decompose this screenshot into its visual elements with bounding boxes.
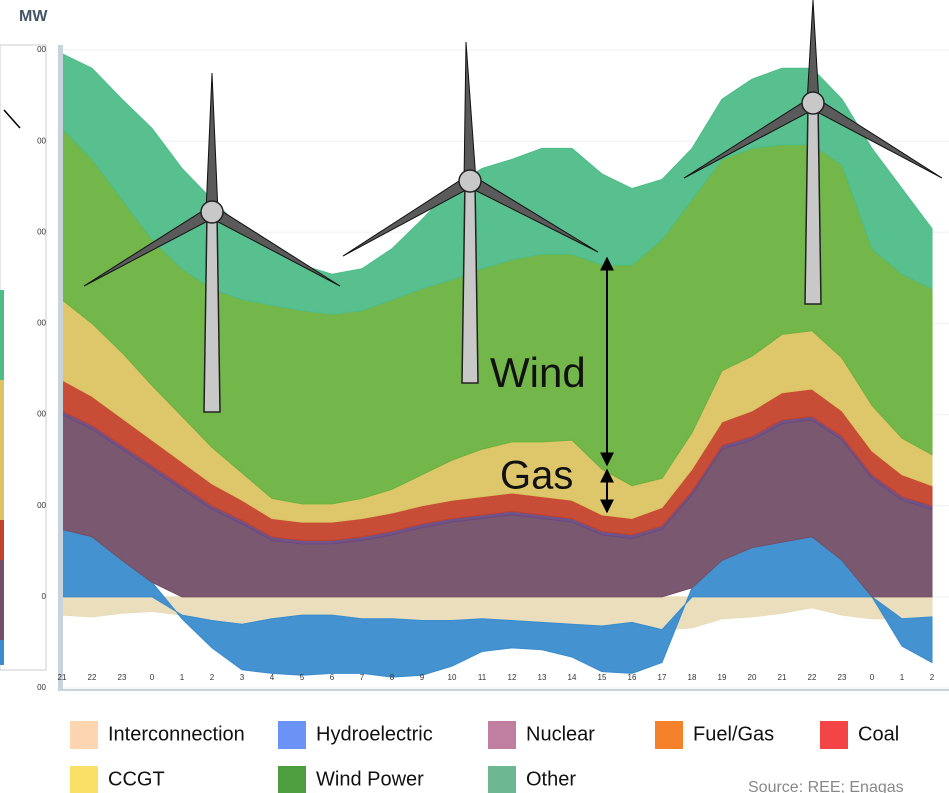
legend-swatch <box>70 766 98 793</box>
x-tick-label: 7 <box>360 673 365 682</box>
legend-swatch <box>488 721 516 749</box>
x-tick-label: 21 <box>778 673 787 682</box>
x-tick-label: 3 <box>240 673 245 682</box>
x-tick-label: 2 <box>210 673 215 682</box>
x-tick-label: 23 <box>118 673 127 682</box>
windmill-hub <box>802 92 824 114</box>
x-tick-label: 9 <box>420 673 425 682</box>
chart: MW Wind Gas Source: REE; Enagas 00000000… <box>0 0 949 793</box>
unit-label: MW <box>19 8 48 25</box>
x-tick-label: 4 <box>270 673 275 682</box>
legend-label: Fuel/Gas <box>693 723 774 745</box>
x-tick-label: 22 <box>88 673 97 682</box>
legend-swatch <box>278 766 306 793</box>
x-tick-label: 18 <box>688 673 697 682</box>
source: Source: REE; Enagas <box>748 779 904 793</box>
y-tick-label: 00 <box>37 227 46 236</box>
x-tick-label: 8 <box>390 673 395 682</box>
windmill-blade <box>807 0 819 103</box>
y-tick-label: 00 <box>37 136 46 145</box>
y-tick-label: 00 <box>37 501 46 510</box>
legend-label: CCGT <box>108 768 165 790</box>
x-tick-label: 11 <box>478 673 487 682</box>
annotation: Wind <box>490 349 586 396</box>
x-tick-label: 2 <box>930 673 935 682</box>
x-tick-label: 13 <box>538 673 547 682</box>
y-axis <box>58 45 63 690</box>
x-tick-label: 6 <box>330 673 335 682</box>
annotation: Gas <box>500 454 573 498</box>
y-tick-label: 00 <box>37 319 46 328</box>
legend-swatch <box>655 721 683 749</box>
windmill-blade <box>464 42 476 181</box>
x-tick-label: 21 <box>58 673 67 682</box>
x-tick-label: 12 <box>508 673 517 682</box>
x-tick-label: 23 <box>838 673 847 682</box>
windmill-tower <box>462 181 478 383</box>
y-tick-label: 00 <box>37 410 46 419</box>
y-tick-label: 00 <box>37 683 46 692</box>
windmill-tower <box>805 103 821 304</box>
x-tick-label: 16 <box>628 673 637 682</box>
x-tick-label: 1 <box>180 673 185 682</box>
page: {"chart_data": { "type": "stacked-area",… <box>0 0 949 793</box>
x-tick-label: 5 <box>300 673 305 682</box>
legend-swatch <box>488 766 516 793</box>
x-tick-label: 22 <box>808 673 817 682</box>
x-tick-label: 20 <box>748 673 757 682</box>
y-tick-label: 00 <box>37 45 46 54</box>
legend-label: Hydroelectric <box>316 723 433 745</box>
legend-swatch <box>70 721 98 749</box>
x-tick-label: 19 <box>718 673 727 682</box>
x-tick-label: 10 <box>448 673 457 682</box>
legend-label: Nuclear <box>526 723 595 745</box>
legend-swatch <box>278 721 306 749</box>
windmill-hub <box>459 170 481 192</box>
x-tick-label: 0 <box>150 673 155 682</box>
windmill-tower <box>204 212 220 412</box>
x-tick-label: 1 <box>900 673 905 682</box>
windmill-hub <box>201 201 223 223</box>
windmill-blade <box>206 73 218 212</box>
x-tick-label: 17 <box>658 673 667 682</box>
x-tick-label: 15 <box>598 673 607 682</box>
legend-label: Other <box>526 768 576 790</box>
legend-swatch <box>820 721 848 749</box>
legend-label: Interconnection <box>108 723 245 745</box>
y-tick-label: 0 <box>42 592 47 601</box>
x-tick-label: 14 <box>568 673 577 682</box>
legend-label: Coal <box>858 723 899 745</box>
x-tick-label: 0 <box>870 673 875 682</box>
legend-label: Wind Power <box>316 768 424 790</box>
